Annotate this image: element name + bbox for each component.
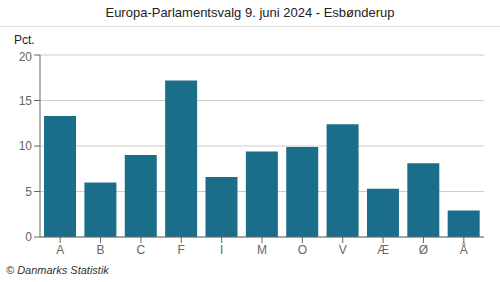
svg-text:Æ: Æ bbox=[377, 243, 389, 257]
svg-text:10: 10 bbox=[19, 139, 33, 153]
svg-text:C: C bbox=[137, 243, 146, 257]
svg-text:15: 15 bbox=[19, 94, 33, 108]
svg-text:Å: Å bbox=[460, 242, 468, 257]
svg-text:B: B bbox=[97, 243, 105, 257]
html-text:Pct.: Pct. bbox=[14, 33, 35, 47]
html-text:Europa-Parlamentsvalg 9. juni: Europa-Parlamentsvalg 9. juni 2024 - Esb… bbox=[105, 5, 395, 20]
svg-text:I: I bbox=[220, 243, 223, 257]
svg-text:M: M bbox=[257, 243, 267, 257]
svg-text:F: F bbox=[178, 243, 185, 257]
svg-text:5: 5 bbox=[25, 185, 32, 199]
svg-text:O: O bbox=[298, 243, 307, 257]
svg-text:Ø: Ø bbox=[419, 243, 428, 257]
svg-text:V: V bbox=[339, 243, 347, 257]
svg-text:A: A bbox=[56, 243, 64, 257]
html-text:© Danmarks Statistik: © Danmarks Statistik bbox=[6, 264, 109, 276]
svg-text:20: 20 bbox=[19, 50, 33, 64]
svg-text:0: 0 bbox=[25, 230, 32, 244]
